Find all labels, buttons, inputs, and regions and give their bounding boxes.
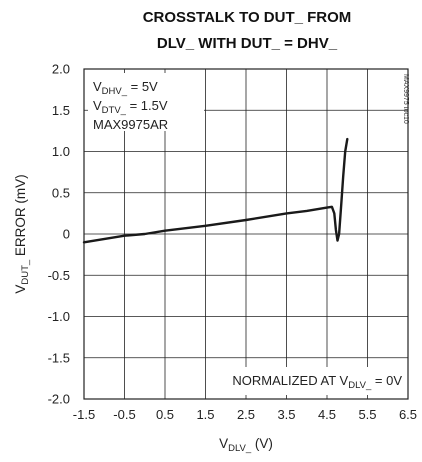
y-tick-label: 1.5	[52, 103, 70, 118]
x-tick-label: 3.5	[277, 407, 295, 422]
figure-id: MAX9975 toc10	[402, 74, 409, 124]
y-tick-label: 0	[63, 227, 70, 242]
x-tick-label: 6.5	[399, 407, 417, 422]
x-tick-label: 2.5	[237, 407, 255, 422]
condition-vdhv: VDHV_ = 5V	[93, 79, 158, 97]
condition-vdtv: VDTV_ = 1.5V	[93, 98, 168, 116]
y-tick-labels: 2.0 1.5 1.0 0.5 0 -0.5 -1.0 -1.5 -2.0	[48, 62, 70, 407]
y-tick-label: -2.0	[48, 392, 70, 407]
normalized-note: NORMALIZED AT VDLV_ = 0V	[232, 373, 402, 391]
x-tick-label: 1.5	[196, 407, 214, 422]
normalized-box	[210, 367, 406, 395]
y-tick-label: 2.0	[52, 62, 70, 77]
x-axis-label: VDLV_ (V)	[219, 436, 273, 454]
x-tick-labels: -1.5 -0.5 0.5 1.5 2.5 3.5 4.5 5.5 6.5	[73, 407, 417, 422]
y-axis-label: VDUT_ ERROR (mV)	[13, 174, 31, 293]
y-tick-label: -0.5	[48, 268, 70, 283]
chart-title-line-1: CROSSTALK TO DUT_ FROM	[143, 9, 352, 26]
y-tick-label: -1.0	[48, 309, 70, 324]
series-layer	[82, 137, 349, 244]
x-tick-label: -0.5	[113, 407, 135, 422]
x-tick-label: -1.5	[73, 407, 95, 422]
y-tick-label: -1.5	[48, 350, 70, 365]
y-tick-label: 1.0	[52, 144, 70, 159]
x-tick-label: 0.5	[156, 407, 174, 422]
conditions-box	[88, 73, 204, 131]
series-line-0	[82, 137, 349, 244]
grid	[84, 69, 408, 399]
chart-title-line-2: DLV_ WITH DUT_ = DHV_	[157, 35, 338, 52]
condition-part-number: MAX9975AR	[93, 117, 168, 132]
y-tick-label: 0.5	[52, 185, 70, 200]
x-tick-label: 5.5	[358, 407, 376, 422]
x-tick-label: 4.5	[318, 407, 336, 422]
